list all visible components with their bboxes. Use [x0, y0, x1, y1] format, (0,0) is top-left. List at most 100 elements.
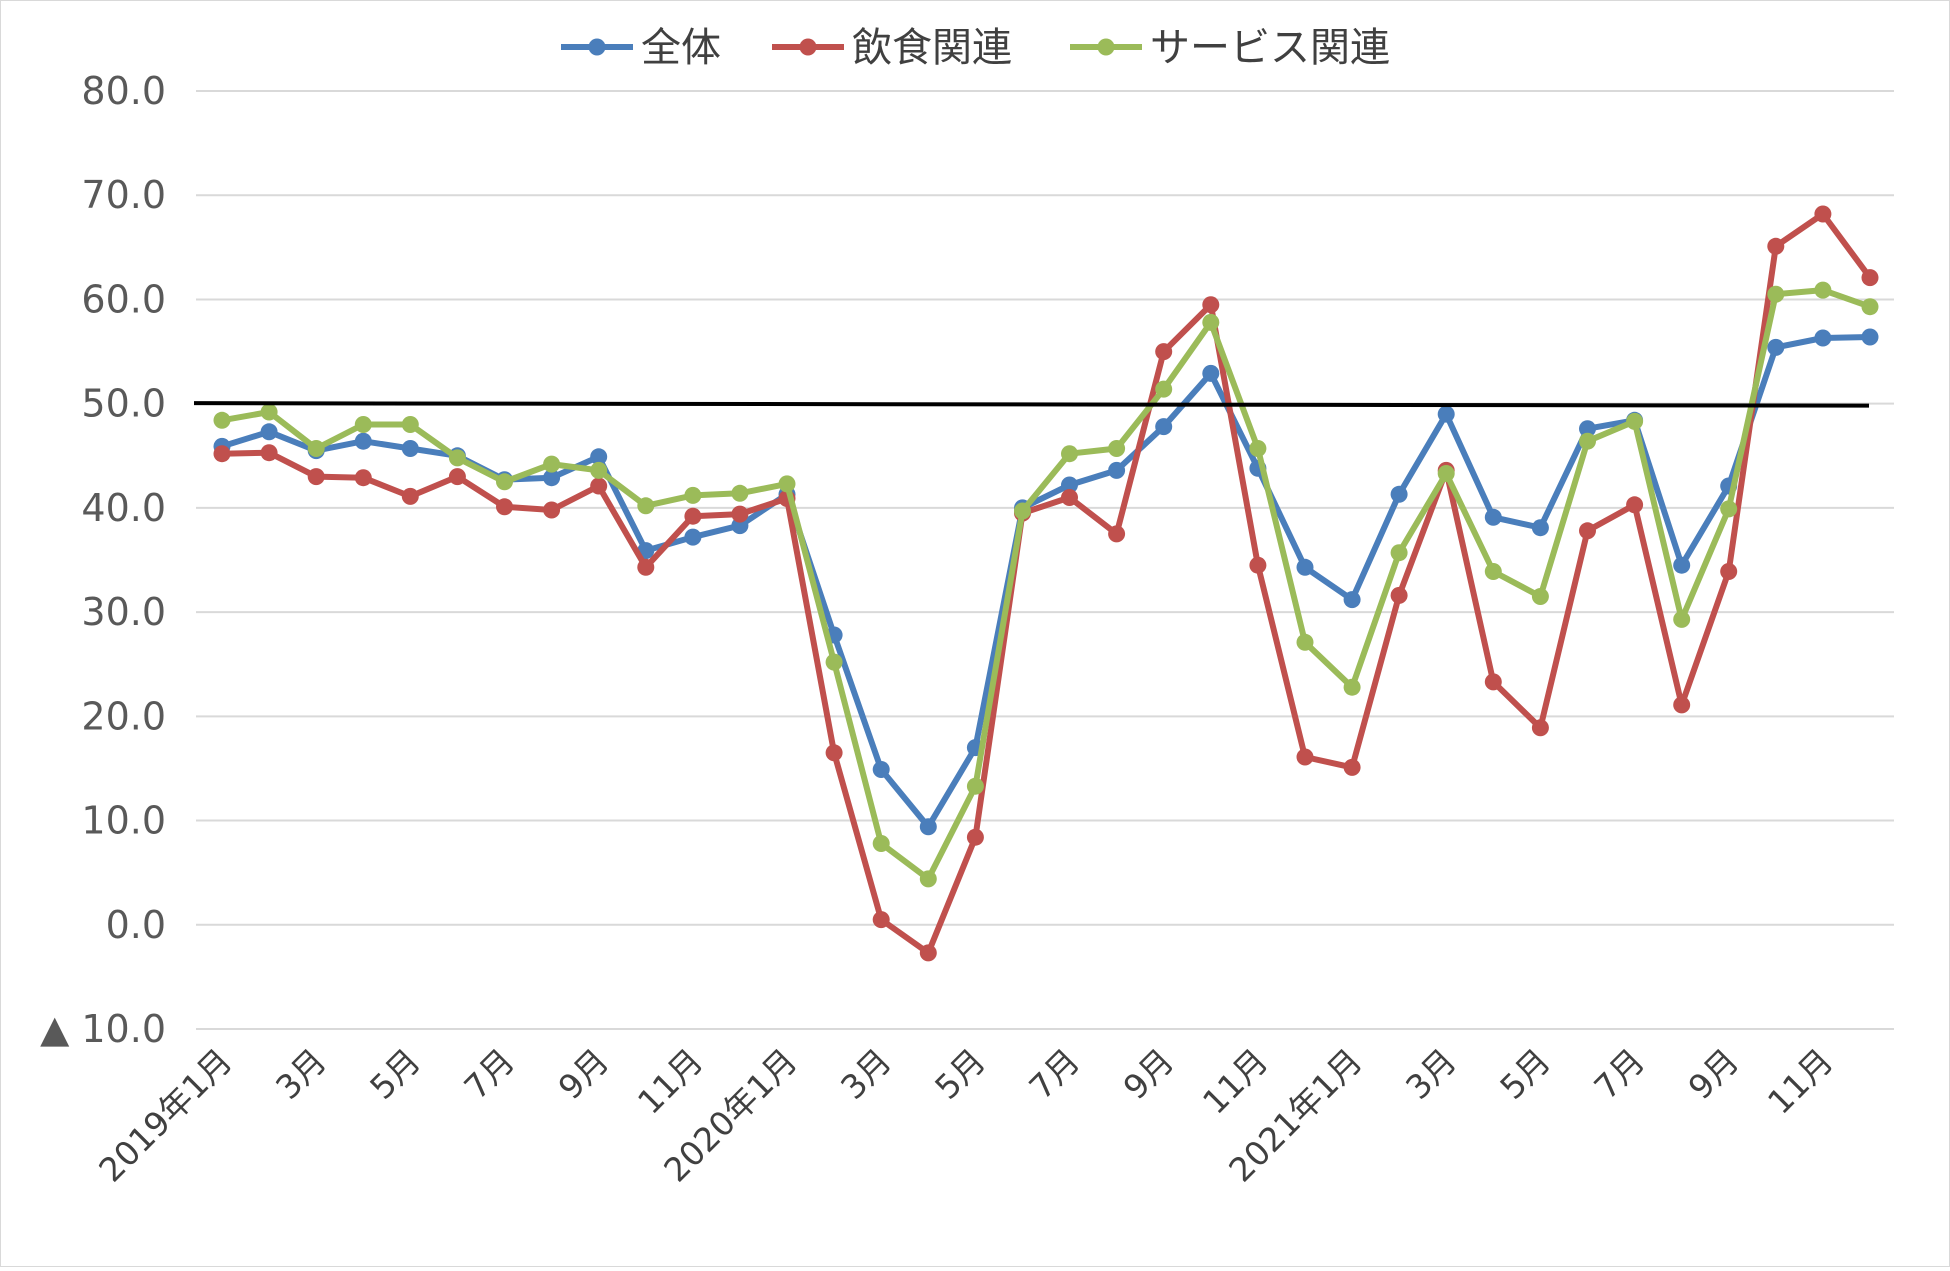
- data-point: [1531, 588, 1549, 605]
- data-point: [1155, 380, 1173, 398]
- data-point: [1108, 440, 1126, 457]
- data-point: [1155, 343, 1173, 361]
- x-tick-label: 5月: [1492, 1041, 1558, 1107]
- data-point: [354, 469, 372, 487]
- data-point: [684, 486, 702, 504]
- data-point: [1202, 296, 1220, 314]
- data-point: [872, 835, 890, 852]
- data-point: [1767, 237, 1785, 255]
- data-point: [1343, 678, 1361, 696]
- data-point: [1720, 500, 1738, 518]
- reference-line: [193, 401, 1870, 408]
- data-point: [684, 528, 702, 546]
- x-tick-label: 3月: [268, 1041, 334, 1107]
- data-point: [1814, 281, 1832, 299]
- y-tick-label: 70.0: [81, 173, 166, 217]
- data-point: [496, 498, 513, 516]
- data-point: [731, 484, 749, 502]
- data-point: [1767, 285, 1785, 303]
- data-point: [872, 911, 890, 929]
- y-tick-label: 20.0: [81, 694, 166, 738]
- y-tick-label: 50.0: [81, 382, 166, 426]
- data-point: [307, 440, 325, 457]
- x-tick-label: 11月: [630, 1041, 711, 1122]
- data-point: [731, 505, 749, 523]
- data-point: [1767, 338, 1785, 356]
- data-point: [307, 468, 325, 486]
- data-point: [1202, 364, 1220, 382]
- data-point: [778, 475, 796, 493]
- data-point: [1861, 269, 1879, 287]
- data-point: [448, 449, 466, 467]
- series-1: [213, 205, 1879, 962]
- data-point: [637, 558, 655, 576]
- data-point: [966, 777, 984, 795]
- data-point: [1814, 205, 1832, 223]
- legend-swatch-marker: [799, 38, 817, 56]
- data-point: [448, 468, 466, 486]
- y-tick-label: 40.0: [81, 486, 166, 530]
- y-tick-label: 0.0: [106, 903, 166, 947]
- data-point: [590, 461, 608, 479]
- data-point: [1437, 465, 1455, 482]
- legend: 全体 飲食関連 サービス関連: [561, 25, 1390, 71]
- x-tick-label: 5月: [362, 1041, 428, 1107]
- legend-swatch-marker: [588, 38, 606, 56]
- x-tick-label: 9月: [1681, 1041, 1747, 1107]
- data-point: [1720, 563, 1738, 580]
- data-point: [1390, 544, 1408, 562]
- y-tick-label: 80.0: [81, 69, 166, 113]
- data-point: [260, 423, 278, 441]
- data-point: [1437, 405, 1455, 423]
- data-point: [1343, 591, 1361, 609]
- data-point: [825, 653, 843, 671]
- data-point: [1014, 502, 1031, 520]
- data-point: [919, 818, 937, 836]
- x-tick-label: 3月: [1398, 1041, 1464, 1107]
- data-point: [1108, 461, 1126, 479]
- data-point: [213, 445, 231, 463]
- y-axis-ticks: 80.0 70.0 60.0 50.0 40.0 30.0 20.0 10.0 0.0 ▲ 10.…: [40, 69, 166, 1051]
- data-point: [1484, 508, 1502, 526]
- data-point: [1531, 519, 1549, 537]
- data-point: [966, 828, 984, 846]
- data-point: [684, 507, 702, 525]
- series-line: [219, 211, 1873, 956]
- x-tick-label: 3月: [833, 1041, 899, 1107]
- data-point: [213, 411, 231, 429]
- data-point: [1155, 418, 1173, 436]
- data-point: [1249, 556, 1267, 574]
- series-layer: [213, 205, 1879, 962]
- data-point: [1484, 563, 1502, 580]
- data-point: [1531, 719, 1549, 737]
- data-point: [919, 870, 937, 888]
- data-point: [543, 455, 561, 473]
- x-tick-label: 7月: [456, 1041, 522, 1107]
- data-point: [1390, 586, 1408, 604]
- x-tick-label: 9月: [1116, 1041, 1182, 1107]
- reference-line-layer: [193, 401, 1870, 408]
- legend-label: 飲食関連: [852, 25, 1012, 71]
- y-tick-label: 60.0: [81, 277, 166, 321]
- x-tick-label: 9月: [551, 1041, 617, 1107]
- data-point: [354, 432, 372, 450]
- data-point: [1108, 525, 1126, 543]
- data-point: [872, 761, 890, 778]
- data-point: [543, 501, 561, 519]
- x-tick-label: 11月: [1195, 1041, 1276, 1122]
- data-point: [260, 403, 278, 421]
- data-point: [637, 497, 655, 515]
- data-point: [1343, 758, 1361, 776]
- legend-swatch-marker: [1097, 38, 1115, 56]
- data-point: [919, 944, 937, 962]
- x-tick-label: 7月: [1021, 1041, 1087, 1107]
- legend-item: サービス関連: [1070, 25, 1390, 71]
- data-point: [1673, 696, 1691, 714]
- x-tick-label: 2019年1月: [91, 1041, 239, 1189]
- legend-item: 全体: [561, 25, 721, 71]
- series-line: [219, 334, 1873, 830]
- data-point: [1296, 633, 1314, 651]
- data-point: [590, 448, 608, 466]
